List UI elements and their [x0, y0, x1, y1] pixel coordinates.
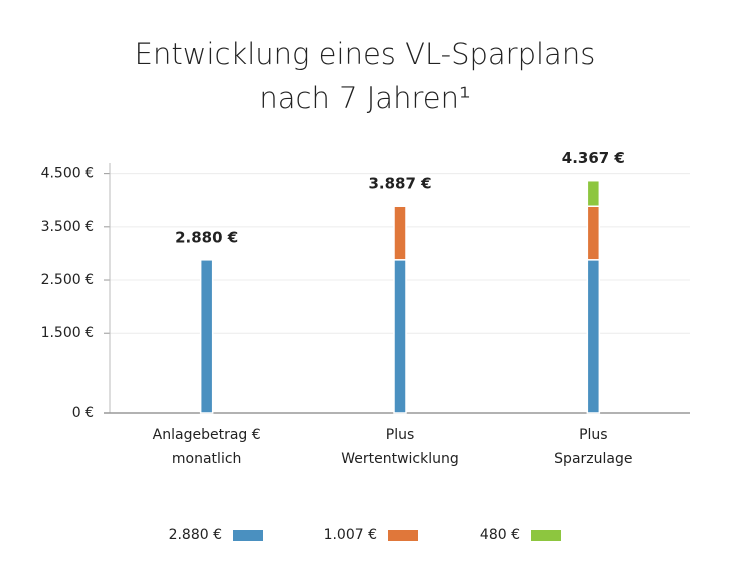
bar-segment: [586, 179, 601, 207]
legend-swatch: [531, 530, 561, 541]
total-label: 2.880 €: [175, 228, 238, 246]
x-tick-label: Anlagebetrag €: [153, 427, 261, 443]
total-label: 3.887 €: [368, 175, 431, 193]
legend-label: 480 €: [480, 527, 520, 543]
legend-swatch: [388, 530, 418, 541]
y-tick-label: 3.500 €: [41, 219, 94, 235]
bar-segment: [586, 259, 601, 414]
legend-label: 1.007 €: [324, 527, 377, 543]
x-tick-label: Plus: [386, 427, 415, 443]
y-tick-label: 1.500 €: [41, 325, 94, 341]
x-tick-label: Wertentwicklung: [341, 451, 459, 467]
chart-title: nach 7 Jahren¹: [259, 81, 470, 115]
chart-title: Entwicklung eines VL-Sparplans: [135, 37, 596, 71]
x-tick-label: Plus: [579, 427, 608, 443]
y-tick-label: 4.500 €: [41, 166, 94, 182]
bar-segment: [586, 205, 601, 261]
bar-segment: [199, 259, 214, 414]
total-label: 4.367 €: [562, 149, 625, 167]
y-tick-label: 0 €: [72, 405, 94, 421]
x-tick-label: Sparzulage: [554, 451, 632, 467]
bar-segment: [393, 205, 407, 261]
y-tick-label: 2.500 €: [41, 272, 94, 288]
x-tick-label: monatlich: [172, 451, 242, 467]
legend-swatch: [233, 530, 263, 541]
legend-label: 2.880 €: [169, 527, 222, 543]
bar-segment: [393, 259, 407, 414]
